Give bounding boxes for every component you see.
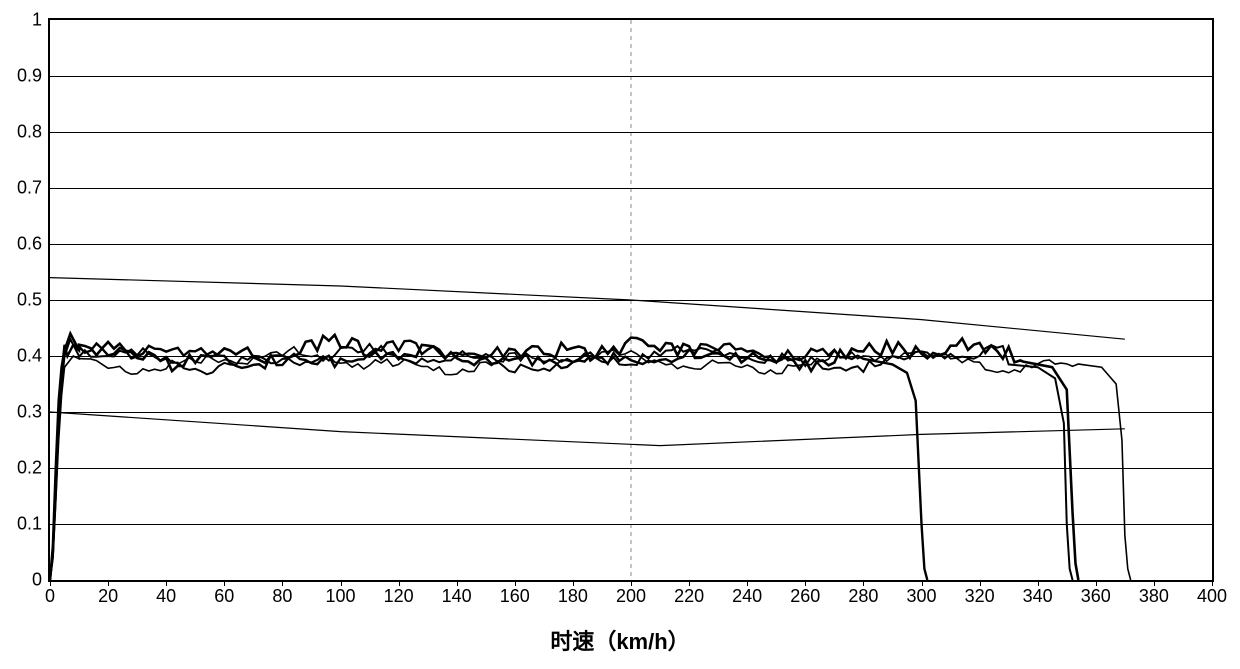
plot-area: 00.10.20.30.40.50.60.70.80.9102040608010…	[48, 18, 1214, 582]
envelope-lower	[50, 412, 1125, 446]
series-run-300	[50, 341, 927, 580]
xtick-label: 40	[156, 580, 176, 607]
x-axis-label: 时速（km/h）	[550, 624, 689, 656]
xtick-label: 360	[1081, 580, 1111, 607]
ytick-label: 0.8	[17, 122, 50, 143]
xtick-label: 100	[325, 580, 355, 607]
gridline-h	[50, 244, 1212, 245]
gridline-h	[50, 524, 1212, 525]
ytick-label: 0.5	[17, 290, 50, 311]
ytick-label: 0.4	[17, 346, 50, 367]
ytick-label: 0.6	[17, 234, 50, 255]
chart-container: 00.10.20.30.40.50.60.70.80.9102040608010…	[0, 0, 1240, 669]
xtick-label: 240	[732, 580, 762, 607]
series-run-350b	[50, 334, 1078, 580]
xtick-label: 280	[848, 580, 878, 607]
ytick-label: 0.2	[17, 458, 50, 479]
xtick-label: 400	[1197, 580, 1227, 607]
envelope-upper	[50, 278, 1125, 340]
series-run-370	[50, 347, 1131, 580]
ytick-label: 0.9	[17, 66, 50, 87]
gridline-h	[50, 300, 1212, 301]
gridline-h	[50, 76, 1212, 77]
xtick-label: 320	[965, 580, 995, 607]
ytick-label: 0.1	[17, 514, 50, 535]
gridline-h	[50, 188, 1212, 189]
ytick-label: 0.3	[17, 402, 50, 423]
xtick-label: 340	[1023, 580, 1053, 607]
xtick-label: 20	[98, 580, 118, 607]
gridline-h	[50, 412, 1212, 413]
gridline-h	[50, 356, 1212, 357]
xtick-label: 140	[442, 580, 472, 607]
xtick-label: 60	[214, 580, 234, 607]
xtick-label: 380	[1139, 580, 1169, 607]
xtick-label: 260	[790, 580, 820, 607]
xtick-label: 160	[500, 580, 530, 607]
xtick-label: 0	[45, 580, 55, 607]
xtick-label: 220	[674, 580, 704, 607]
gridline-h	[50, 132, 1212, 133]
xtick-label: 80	[272, 580, 292, 607]
ytick-label: 1	[32, 10, 50, 31]
xtick-label: 180	[558, 580, 588, 607]
ytick-label: 0.7	[17, 178, 50, 199]
xtick-label: 300	[906, 580, 936, 607]
xtick-label: 200	[616, 580, 646, 607]
gridline-h	[50, 468, 1212, 469]
xtick-label: 120	[384, 580, 414, 607]
